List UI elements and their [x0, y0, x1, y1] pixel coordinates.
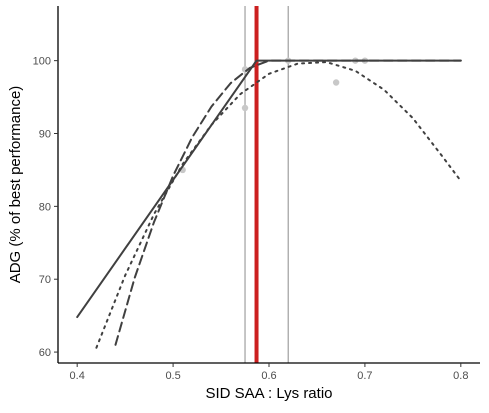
x-tick-label: 0.4 [70, 370, 85, 382]
axes [54, 6, 480, 367]
y-tick-label: 80 [39, 201, 51, 213]
x-tick-label: 0.5 [165, 370, 180, 382]
x-tick-label: 0.8 [453, 370, 468, 382]
observation-points [179, 57, 369, 174]
tick-labels: 0.4 0.5 0.6 0.7 0.8 60 70 80 90 100 [33, 56, 469, 382]
y-tick-label: 100 [33, 56, 51, 68]
y-tick-label: 60 [39, 347, 51, 359]
x-tick-label: 0.7 [357, 370, 372, 382]
x-tick-label: 0.6 [261, 370, 276, 382]
data-point [332, 79, 340, 86]
reference-lines [244, 6, 289, 363]
y-tick-label: 70 [39, 274, 51, 286]
dotted-fit-line [95, 61, 462, 349]
y-axis-title: ADG (% of best performance) [7, 86, 24, 284]
data-point [241, 104, 249, 112]
fitted-curves [76, 59, 462, 349]
dashed-fit-line [114, 59, 462, 346]
y-tick-label: 90 [39, 129, 51, 141]
solid-fit-line [76, 59, 462, 319]
x-axis-title: SID SAA : Lys ratio [206, 385, 333, 402]
